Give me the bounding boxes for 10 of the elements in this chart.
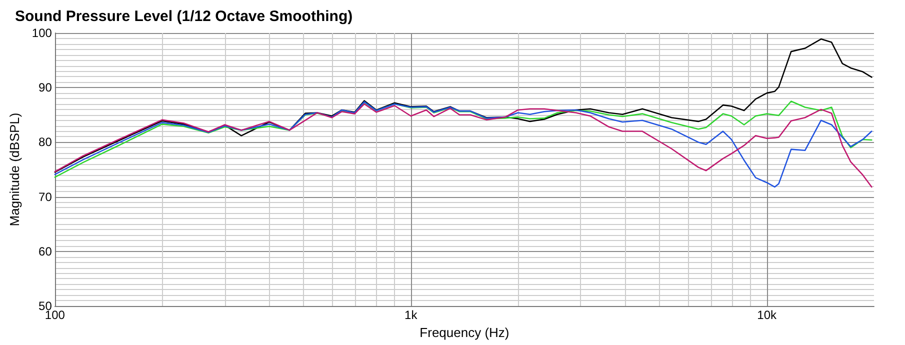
y-tick-label: 90: [38, 80, 52, 95]
x-tick-label: 10k: [757, 308, 778, 322]
y-tick-label: 100: [32, 26, 52, 40]
x-tick-label: 1k: [404, 308, 418, 322]
y-axis-title: Magnitude (dBSPL): [7, 112, 22, 226]
y-tick-label: 60: [38, 244, 52, 258]
y-tick-label: 80: [38, 135, 52, 150]
chart-title: Sound Pressure Level (1/12 Octave Smoothing): [15, 8, 353, 25]
x-axis-title: Frequency (Hz): [420, 324, 510, 340]
y-tick-label: 70: [38, 190, 52, 204]
